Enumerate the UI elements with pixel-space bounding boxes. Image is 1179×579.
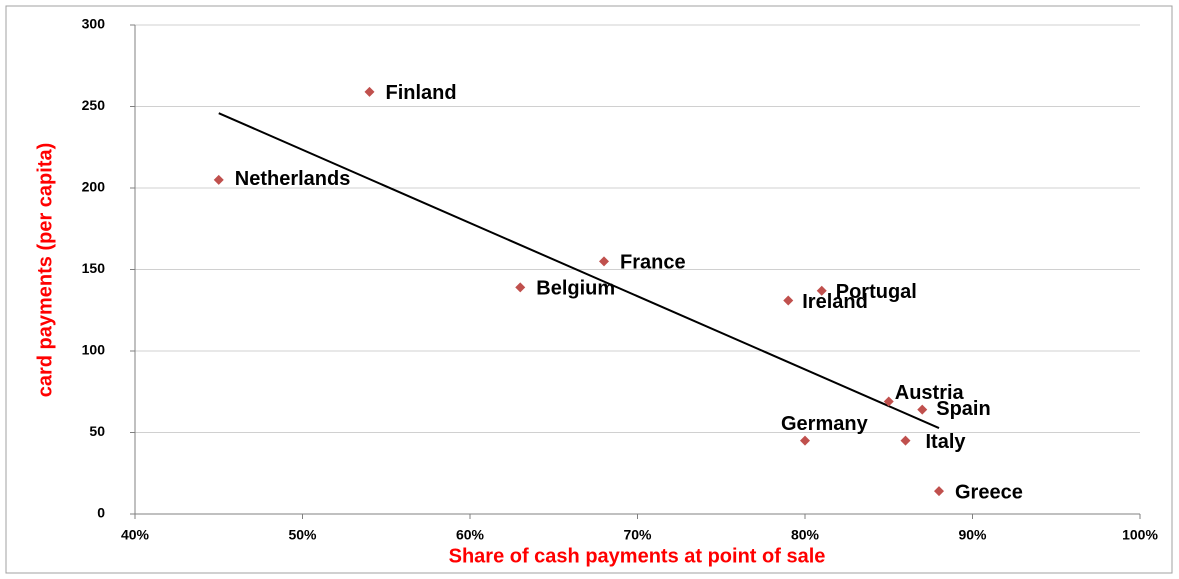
y-axis-title: card payments (per capita) <box>34 143 56 398</box>
x-tick-label: 100% <box>1122 527 1158 543</box>
y-tick-label: 300 <box>82 16 106 32</box>
y-tick-label: 200 <box>82 179 106 195</box>
x-tick-label: 50% <box>288 527 317 543</box>
point <box>883 396 894 407</box>
point-label: Italy <box>926 431 967 453</box>
point-label: Ireland <box>802 291 868 313</box>
point <box>515 282 526 293</box>
point <box>900 435 911 446</box>
y-tick-label: 250 <box>82 97 106 113</box>
point <box>917 404 928 415</box>
x-tick-label: 90% <box>958 527 987 543</box>
x-tick-label: 70% <box>623 527 652 543</box>
y-tick-label: 100 <box>82 342 106 358</box>
point-label: Finland <box>386 82 457 104</box>
x-tick-label: 60% <box>456 527 485 543</box>
x-axis-title: Share of cash payments at point of sale <box>449 545 826 567</box>
y-tick-label: 50 <box>89 423 105 439</box>
trendline <box>218 112 940 429</box>
point <box>934 486 944 497</box>
point-label: Austria <box>895 382 965 404</box>
point <box>816 285 827 296</box>
point <box>800 435 810 446</box>
point-label: France <box>620 252 686 274</box>
x-tick-label: 80% <box>791 527 820 543</box>
point-label: Portugal <box>836 281 917 303</box>
point <box>364 86 375 97</box>
point <box>599 256 609 267</box>
point <box>213 174 224 185</box>
point <box>783 295 794 306</box>
point-label: Germany <box>781 413 869 435</box>
point-label: Spain <box>936 398 990 420</box>
y-tick-label: 0 <box>97 505 105 521</box>
y-tick-label: 150 <box>82 260 106 276</box>
point-label: Greece <box>955 481 1023 503</box>
point-label: Belgium <box>536 278 615 300</box>
point-label: Netherlands <box>235 168 351 190</box>
x-tick-label: 40% <box>121 527 150 543</box>
chart-frame <box>5 5 1173 574</box>
